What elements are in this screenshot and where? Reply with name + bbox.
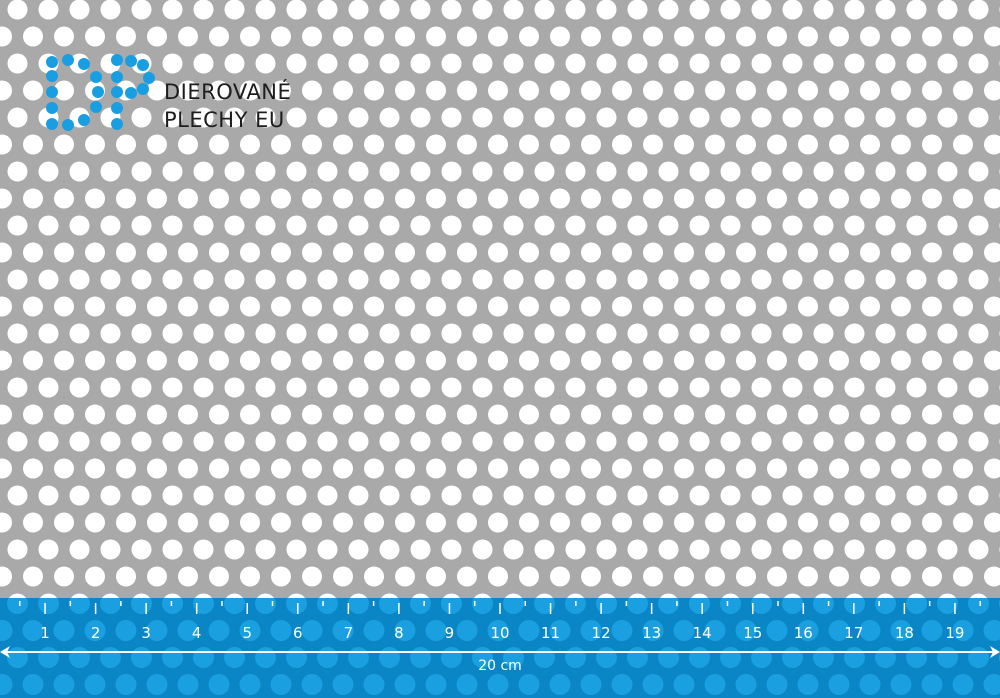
ruler-band: 1 2 3 4 5 6 7 8 9 10 11 12 13 14 15 16 17 18 19 20 cm: [0, 598, 1000, 698]
ruler-label: 11: [541, 624, 560, 642]
ruler-label: 4: [192, 624, 202, 642]
ruler-label: 2: [91, 624, 101, 642]
ruler-label: 7: [344, 624, 354, 642]
ruler-label: 5: [242, 624, 252, 642]
ruler-label: 15: [743, 624, 762, 642]
ruler-label: 19: [945, 624, 964, 642]
arrow-right-head: [990, 646, 1000, 658]
ruler-ticks: [19, 601, 981, 614]
ruler-label: 14: [693, 624, 712, 642]
ruler-label: 13: [642, 624, 661, 642]
ruler-label: 12: [592, 624, 611, 642]
ruler-label: 18: [895, 624, 914, 642]
hole-pattern: [0, 0, 1000, 598]
logo-wordmark: DIEROVANÉ PLECHY EU: [164, 78, 291, 134]
length-label: 20 cm: [478, 658, 522, 674]
ruler-label: 3: [141, 624, 151, 642]
ruler-label: 1: [40, 624, 50, 642]
logo-monogram: [46, 54, 155, 131]
ruler-label: 9: [445, 624, 455, 642]
ruler-label: 16: [794, 624, 813, 642]
arrow-left-head: [0, 646, 10, 658]
ruler-label: 6: [293, 624, 303, 642]
ruler-labels: 1 2 3 4 5 6 7 8 9 10 11 12 13 14 15 16 17 18 19: [40, 624, 964, 642]
logo-line-2: PLECHY EU: [164, 108, 285, 132]
ruler-label: 8: [394, 624, 404, 642]
logo-line-1: DIEROVANÉ: [164, 80, 292, 104]
ruler-label: 17: [844, 624, 863, 642]
ruler-label: 10: [490, 624, 509, 642]
